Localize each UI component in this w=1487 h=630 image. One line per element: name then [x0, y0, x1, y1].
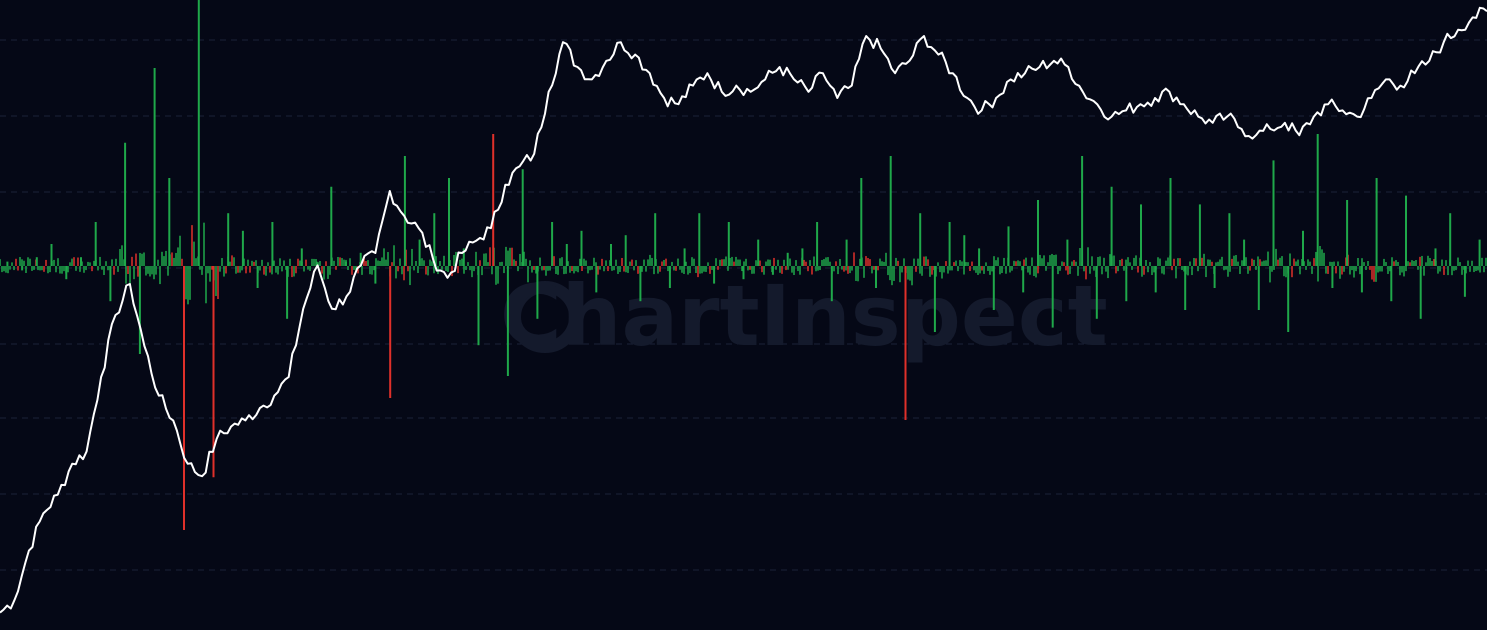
price-line-series: [0, 6, 1487, 614]
bar-series: [0, 0, 1487, 530]
watermark-text: ChartInspect: [500, 267, 1108, 365]
price-line: [0, 6, 1487, 614]
watermark-logo-icon: [509, 281, 581, 353]
watermark: ChartInspect: [500, 267, 1108, 365]
